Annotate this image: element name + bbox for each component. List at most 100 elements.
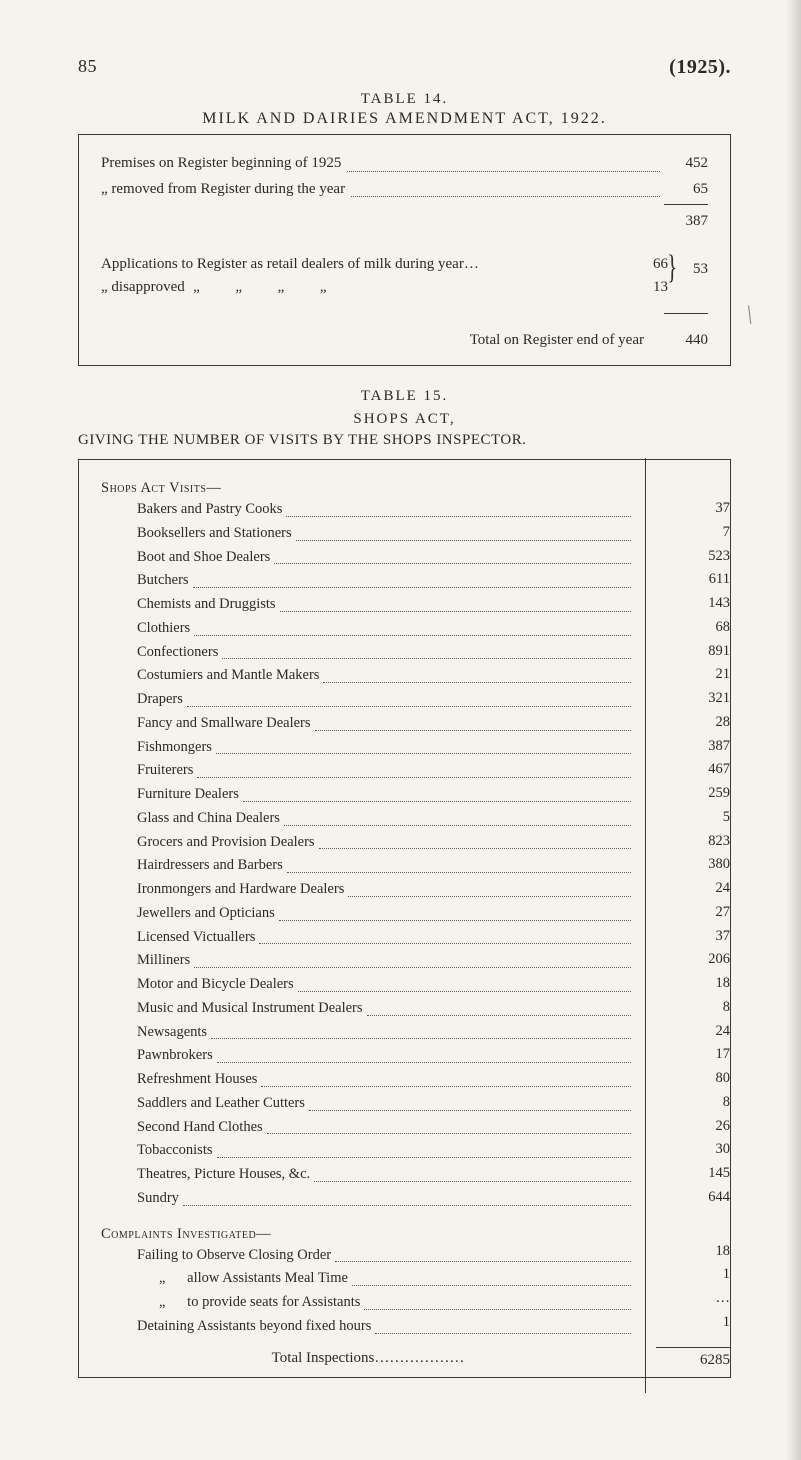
milk-total-row: Total on Register end of year 440 [101,332,708,349]
row-label: Premises on Register beginning of 1925 [101,151,341,177]
row-label: Licensed Victuallers [101,927,255,949]
year-paren: (1925). [669,56,731,79]
list-row: Boot and Shoe Dealers [101,547,635,569]
list-row: Second Hand Clothes [101,1117,635,1139]
list-row: Music and Musical Instrument Dealers [101,998,635,1020]
complaints-list: Failing to Observe Closing Order„ allow … [101,1245,635,1338]
visits-header: Shops Act Visits— [101,480,635,497]
row-label: Second Hand Clothes [101,1117,263,1139]
leader-dots [298,991,631,992]
row-label: Booksellers and Stationers [101,523,292,545]
leader-dots [194,635,631,636]
leader-dots [280,611,631,612]
ditto-mark: „ [315,276,331,299]
ditto-mark: „ [188,276,204,299]
apps-line2: „ disapproved „ „ „ „ [101,276,626,299]
visits-values: 3775236111436889121321283874672595823380… [656,496,730,1211]
page-number: 85 [78,56,97,79]
leader-dots [375,1333,631,1334]
row-value: 30 [656,1139,730,1161]
row-value: 259 [656,783,730,805]
leader-dots [222,658,631,659]
row-label: Hairdressers and Barbers [101,855,283,877]
row-label: Chemists and Druggists [101,594,276,616]
row-value: 611 [656,569,730,591]
row-label: „ removed from Register during the year [101,177,345,203]
row-label: Milliners [101,950,190,972]
row-value: 27 [656,902,730,924]
table15-giving: GIVING THE NUMBER OF VISITS BY THE SHOPS… [78,432,731,449]
row-value: 5 [656,807,730,829]
row-label: Music and Musical Instrument Dealers [101,998,363,1020]
row-label: Fruiterers [101,760,193,782]
row-label: Drapers [101,689,183,711]
row-label: Fancy and Smallware Dealers [101,713,311,735]
rule [664,313,708,314]
leader-dots [319,848,631,849]
row-value: … [656,1288,730,1310]
apps-num-a: 66 [653,253,668,276]
leader-dots [347,171,660,172]
rule [664,204,708,205]
milk-total-label: Total on Register end of year [470,332,644,349]
row-label: „ to provide seats for Assistants [101,1292,360,1314]
row-label: Detaining Assistants beyond fixed hours [101,1316,371,1338]
total-inspections-label-row: Total Inspections……………… [101,1350,635,1367]
milk-row-removed: „ removed from Register during the year … [101,177,708,203]
list-row: Furniture Dealers [101,784,635,806]
row-label: Bakers and Pastry Cooks [101,499,282,521]
list-row: Milliners [101,950,635,972]
apps-line2-pre: „ disapproved [101,279,188,295]
row-value: 17 [656,1044,730,1066]
leader-dots [279,920,631,921]
row-label: Pawnbrokers [101,1045,213,1067]
row-value: 452 [666,151,708,177]
row-value: 644 [656,1187,730,1209]
leader-dots [351,196,660,197]
list-row: Failing to Observe Closing Order [101,1245,635,1267]
row-value: 823 [656,831,730,853]
stray-mark: \ [743,300,756,331]
list-row: Fruiterers [101,760,635,782]
row-value: 68 [656,617,730,639]
row-value: 380 [656,854,730,876]
row-label: Boot and Shoe Dealers [101,547,270,569]
leader-dots [243,801,631,802]
leader-dots [194,967,631,968]
milk-total-value: 440 [666,332,708,349]
total-inspections-label: Total Inspections [272,1350,375,1366]
visits-list: Bakers and Pastry CooksBooksellers and S… [101,499,635,1210]
row-label: Jewellers and Opticians [101,903,275,925]
leader-dots [287,872,631,873]
list-row: „ allow Assistants Meal Time [101,1268,635,1290]
row-value: 8 [656,997,730,1019]
leader-dots [335,1261,631,1262]
row-value: 26 [656,1116,730,1138]
list-row: Pawnbrokers [101,1045,635,1067]
row-value: 387 [656,736,730,758]
list-row: Booksellers and Stationers [101,523,635,545]
leader-dots [348,896,631,897]
leader-dots [314,1181,631,1182]
apps-sum: 53 [693,261,708,278]
row-value: 467 [656,759,730,781]
ditto-mark: „ [273,276,289,299]
row-value: 24 [656,878,730,900]
row-value: 24 [656,1021,730,1043]
header-line: 85 (1925). [78,56,731,79]
leader-dots [367,1015,631,1016]
list-row: Hairdressers and Barbers [101,855,635,877]
leader-dots [261,1086,631,1087]
row-label: Saddlers and Leather Cutters [101,1093,305,1115]
complaints-values: 181…1 [656,1239,730,1336]
list-row: Costumiers and Mantle Makers [101,665,635,687]
row-value: 8 [656,1092,730,1114]
row-label: Theatres, Picture Houses, &c. [101,1164,310,1186]
row-value: 65 [666,177,708,203]
row-value: 18 [656,1241,730,1263]
leader-dots [274,563,631,564]
row-value: 18 [656,973,730,995]
row-label: Tobacconists [101,1140,213,1162]
leader-dots [284,825,631,826]
row-label: Failing to Observe Closing Order [101,1245,331,1267]
